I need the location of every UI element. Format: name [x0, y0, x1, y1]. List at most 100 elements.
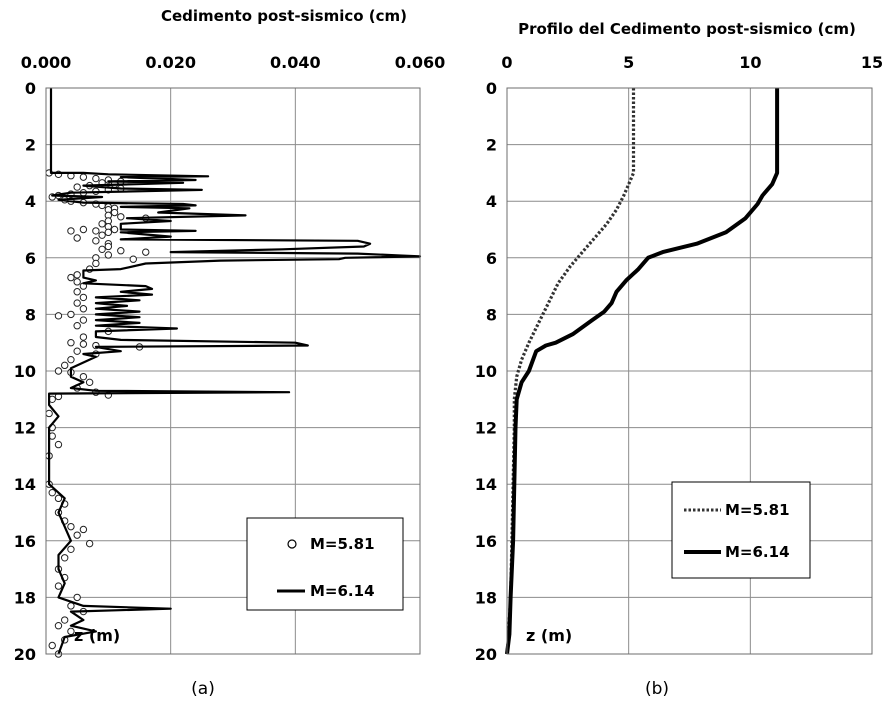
panel-a-point-m581	[73, 593, 81, 602]
panel-a-chart: Cedimento post-sismico (cm) 0.000 0.020 0.…	[14, 7, 446, 699]
panel-b-y-tick-label: 2	[486, 136, 497, 155]
panel-a-point-m581	[79, 173, 88, 181]
panel-b-y-tick-label: 0	[486, 79, 497, 98]
panel-b-x-ticks: 0 5 10 15	[501, 53, 883, 72]
panel-a-y-tick-label: 14	[14, 475, 36, 494]
panel-b-y-tick-label: 20	[475, 645, 497, 664]
panel-a-legend-label-m581: M=5.81	[310, 535, 375, 553]
panel-b-y-tick-label: 18	[475, 588, 497, 607]
panel-a-point-m581	[48, 488, 56, 497]
panel-a-point-m581	[60, 554, 69, 562]
panel-a-point-m581	[92, 237, 100, 245]
panel-b-series	[505, 88, 780, 655]
panel-a-y-tick-label: 16	[14, 532, 36, 551]
panel-b-y-tick-label: 10	[475, 362, 497, 381]
panel-a-point-m581	[92, 259, 100, 268]
panel-a-point-m581	[98, 231, 106, 239]
panel-a-point-m581	[60, 616, 69, 624]
panel-a-y-tick-label: 4	[25, 192, 36, 211]
panel-a-point-m581	[79, 525, 88, 534]
panel-a-point-m581	[54, 440, 63, 449]
panel-a-point-m581	[67, 310, 75, 319]
panel-a-plot-frame	[45, 87, 421, 655]
panel-a-point-m581	[73, 288, 81, 296]
panel-b-title: Profilo del Cedimento post-sismico (cm)	[518, 20, 856, 38]
panel-a-legend-box	[246, 517, 404, 611]
panel-b-line-m614	[505, 88, 780, 655]
panel-a-line-m614	[48, 88, 422, 655]
panel-a-point-m581	[79, 293, 88, 302]
panel-b-legend-label-m614: M=6.14	[725, 543, 790, 561]
panel-b-legend-box	[671, 481, 811, 579]
panel-a-point-m581	[92, 174, 100, 183]
panel-a-point-m581	[79, 333, 88, 341]
panel-a-point-m581	[79, 225, 88, 234]
panel-a-y-tick-label: 0	[25, 79, 36, 98]
panel-b-caption: (b)	[645, 679, 669, 699]
panel-b-chart: Profilo del Cedimento post-sismico (cm) …	[475, 20, 883, 699]
panel-a-point-m581	[117, 213, 125, 221]
panel-a-point-m581	[67, 602, 75, 610]
panel-a-point-m581	[67, 339, 75, 347]
panel-a-point-m581	[110, 208, 119, 217]
panel-b-y-tick-label: 12	[475, 419, 497, 438]
panel-a-point-m581	[142, 248, 150, 256]
panel-a-legend-label-m614: M=6.14	[310, 582, 375, 600]
panel-a-y-tick-label: 12	[14, 419, 36, 438]
panel-b-x-tick-label: 15	[861, 53, 883, 72]
panel-a-point-m581	[104, 251, 113, 259]
panel-a-point-m581	[54, 622, 63, 630]
panel-a-point-m581	[98, 245, 106, 254]
panel-a-legend: M=5.81 M=6.14	[246, 517, 404, 611]
panel-b-legend-label-m581: M=5.81	[725, 501, 790, 519]
panel-a-title: Cedimento post-sismico (cm)	[161, 7, 407, 25]
panel-b-y-tick-label: 8	[486, 305, 497, 324]
panel-a-point-m581	[73, 322, 81, 330]
panel-a-point-m581	[67, 227, 75, 235]
panel-b-y-tick-label: 4	[486, 192, 497, 211]
panel-a-y-tick-label: 18	[14, 588, 36, 607]
panel-b-y-tick-label: 16	[475, 532, 497, 551]
panel-a-point-m581	[85, 539, 94, 548]
panel-a-point-m581	[79, 316, 88, 324]
panel-a-x-tick-label: 0.000	[21, 53, 72, 72]
panel-a-point-m581	[92, 227, 100, 235]
panel-b-y-tick-label: 6	[486, 249, 497, 268]
panel-a-point-m581	[104, 228, 113, 237]
panel-b-plot-frame	[506, 87, 873, 655]
panel-a-point-m581	[79, 340, 88, 348]
panel-a-point-m581	[79, 305, 88, 313]
panel-a-y-ticks: 0 2 4 6 8 10 12 14 16 18 20	[14, 79, 36, 664]
panel-a-point-m581	[110, 225, 119, 234]
panel-a-point-m581	[73, 271, 81, 279]
panel-a-y-tick-label: 10	[14, 362, 36, 381]
panel-a-point-m581	[73, 347, 81, 355]
panel-a-point-m581	[73, 299, 81, 307]
panel-a-point-m581	[73, 531, 81, 539]
panel-b-y-tick-label: 14	[475, 475, 497, 494]
panel-b-x-tick-label: 0	[501, 53, 512, 72]
panel-a-point-m581	[54, 582, 63, 590]
panel-a-y-tick-label: 6	[25, 249, 36, 268]
panel-a-point-m581	[54, 494, 63, 503]
panel-a-point-m581	[48, 641, 56, 650]
panel-a-caption: (a)	[191, 679, 215, 699]
panel-a-y-tick-label: 8	[25, 305, 36, 324]
panel-a-point-m581	[129, 255, 137, 263]
panel-a-point-m581	[67, 273, 75, 282]
panel-a-point-m581	[117, 247, 125, 255]
panel-b-y-axis-label: z (m)	[526, 626, 572, 645]
panel-a-y-tick-label: 2	[25, 136, 36, 155]
panel-a-y-tick-label: 20	[14, 645, 36, 664]
panel-a-y-axis-label: z (m)	[74, 626, 120, 645]
panel-b-legend: M=5.81 M=6.14	[671, 481, 811, 579]
panel-b-x-tick-label: 10	[739, 53, 761, 72]
panel-a-point-m581	[85, 378, 94, 387]
panel-a-point-m581	[67, 522, 75, 531]
panel-a-point-m581	[67, 545, 75, 553]
panel-a-point-m581	[73, 183, 81, 191]
panel-a-x-tick-label: 0.040	[270, 53, 321, 72]
panel-a-x-tick-label: 0.060	[395, 53, 446, 72]
panel-a-point-m581	[54, 367, 63, 375]
